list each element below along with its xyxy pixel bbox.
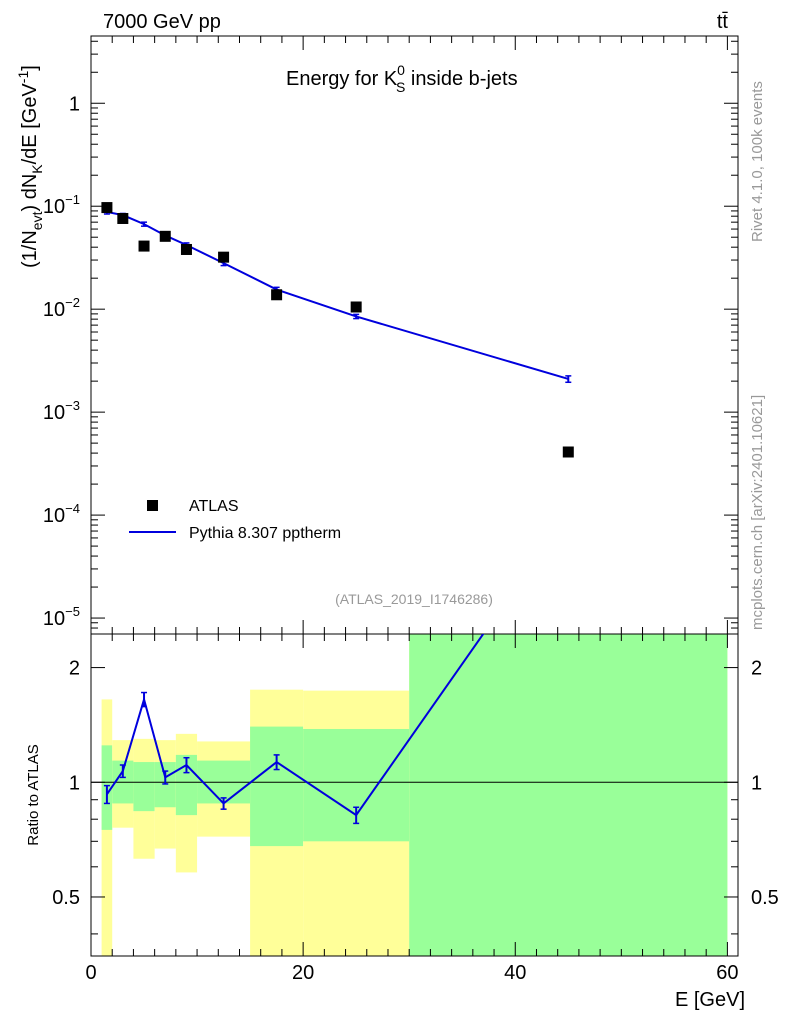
- atlas-data-point: [159, 230, 171, 242]
- rivet-label: Rivet 4.1.0, 100k events: [749, 81, 766, 242]
- process-label: tt̄: [717, 11, 729, 33]
- ratio-series: [103, 634, 485, 825]
- ratio-tick-label-right: 0.5: [751, 887, 779, 909]
- band-green-2: [133, 762, 155, 812]
- x-tick-label: 20: [292, 962, 314, 984]
- atlas-data-point: [218, 251, 230, 263]
- y-tick-label: 10−4: [43, 501, 80, 527]
- analysis-id: (ATLAS_2019_I1746286): [335, 591, 493, 607]
- band-green-6: [250, 726, 304, 847]
- legend-pythia-label: Pythia 8.307 pptherm: [189, 525, 341, 542]
- x-tick-label: 0: [85, 962, 96, 984]
- ratio-tick-label: 1: [69, 772, 80, 794]
- atlas-data-point: [101, 202, 113, 214]
- band-green-8: [409, 634, 728, 956]
- y-axis-title: (1/Nevt) dNK/dE [GeV-1]: [15, 65, 45, 268]
- legend-atlas-label: ATLAS: [189, 498, 239, 515]
- x-tick-label: 40: [504, 962, 526, 984]
- legend: ATLAS Pythia 8.307 pptherm: [129, 498, 341, 542]
- chart-title: Energy for K0 S inside b-jets: [286, 62, 518, 95]
- x-axis-title: E [GeV]: [675, 989, 745, 1011]
- ratio-tick-label: 0.5: [52, 887, 80, 909]
- x-tick-label: 60: [716, 962, 738, 984]
- data-marks: [91, 202, 738, 825]
- atlas-data-point: [117, 212, 129, 224]
- y-tick-label: 10−1: [43, 192, 80, 218]
- axis-ticks: 0 20 40 60 1 10−1 10−2 10−3 10−4 10−5 0.5 0.5 1 1 2 2: [43, 36, 779, 984]
- atlas-data-point: [271, 289, 283, 301]
- ratio-frame: [90, 633, 739, 957]
- mc-line: [106, 210, 569, 380]
- energy-label: 7000 GeV pp: [103, 11, 221, 33]
- atlas-data-point: [180, 243, 192, 255]
- y-tick-label: 10−5: [43, 604, 80, 630]
- mcplots-label: mcplots.cern.ch [arXiv:2401.10621]: [749, 395, 766, 630]
- atlas-data-point: [138, 240, 150, 252]
- y-tick-label: 10−3: [43, 398, 80, 424]
- y-tick-label: 1: [69, 93, 80, 115]
- atlas-data-point: [562, 446, 574, 458]
- y-tick-label: 10−2: [43, 295, 80, 321]
- legend-atlas-marker: [147, 500, 158, 511]
- ratio-tick-label-right: 1: [751, 772, 762, 794]
- ratio-tick-label: 2: [69, 658, 80, 680]
- ratio-axis-title: Ratio to ATLAS: [25, 744, 42, 845]
- main-frame: [90, 35, 739, 635]
- ratio-tick-label-right: 2: [751, 658, 762, 680]
- atlas-data-point: [350, 301, 362, 313]
- uncertainty-bands: [101, 634, 728, 956]
- band-green-7: [303, 728, 410, 842]
